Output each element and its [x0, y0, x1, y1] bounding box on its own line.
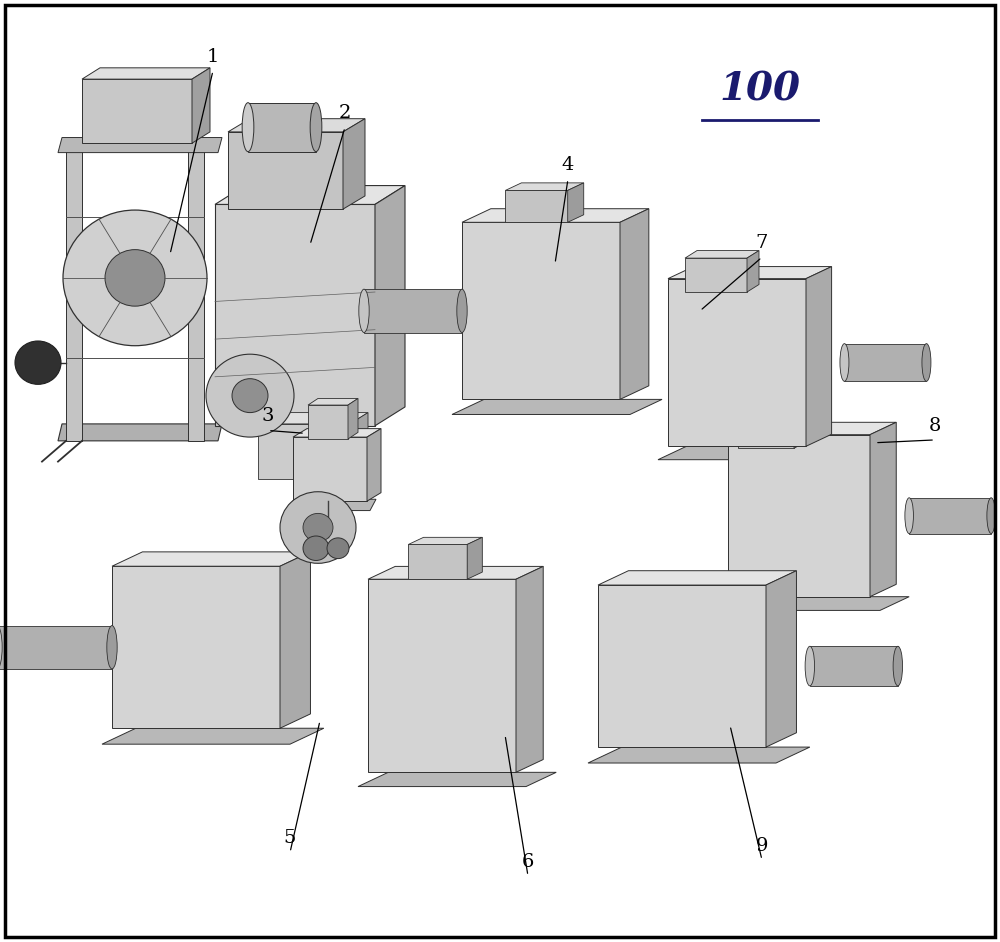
Polygon shape: [620, 209, 649, 399]
Circle shape: [280, 492, 356, 563]
Polygon shape: [192, 68, 210, 143]
Circle shape: [105, 250, 165, 306]
Circle shape: [232, 379, 268, 413]
Polygon shape: [870, 422, 896, 596]
Polygon shape: [66, 141, 82, 441]
Text: 9: 9: [756, 836, 768, 855]
Polygon shape: [747, 251, 759, 292]
Circle shape: [303, 513, 333, 542]
Polygon shape: [112, 566, 280, 728]
Polygon shape: [350, 413, 368, 479]
Ellipse shape: [987, 497, 995, 533]
Polygon shape: [467, 537, 482, 579]
Text: 2: 2: [339, 104, 351, 122]
Polygon shape: [598, 585, 766, 747]
Polygon shape: [668, 267, 832, 279]
Polygon shape: [343, 119, 365, 209]
Polygon shape: [738, 414, 794, 448]
Polygon shape: [658, 447, 844, 460]
Polygon shape: [288, 499, 376, 511]
Polygon shape: [909, 497, 991, 533]
Polygon shape: [806, 267, 832, 447]
Polygon shape: [367, 429, 381, 501]
Ellipse shape: [242, 103, 254, 152]
Polygon shape: [766, 571, 796, 747]
Text: 8: 8: [929, 416, 941, 435]
Ellipse shape: [457, 289, 467, 333]
Ellipse shape: [0, 625, 2, 669]
Polygon shape: [308, 398, 358, 405]
Polygon shape: [728, 434, 870, 596]
Circle shape: [63, 210, 207, 346]
Polygon shape: [462, 222, 620, 399]
Polygon shape: [58, 424, 222, 441]
Polygon shape: [82, 79, 192, 143]
Polygon shape: [102, 728, 324, 744]
Polygon shape: [794, 408, 805, 448]
Polygon shape: [375, 186, 405, 426]
Polygon shape: [364, 289, 462, 333]
Polygon shape: [82, 68, 210, 79]
Polygon shape: [505, 183, 584, 190]
Polygon shape: [568, 183, 584, 222]
Ellipse shape: [310, 103, 322, 152]
Polygon shape: [258, 424, 350, 479]
Polygon shape: [668, 279, 806, 447]
Polygon shape: [112, 552, 310, 566]
Polygon shape: [228, 119, 365, 132]
Polygon shape: [516, 566, 543, 772]
Polygon shape: [58, 138, 222, 153]
Text: 4: 4: [562, 155, 574, 174]
Ellipse shape: [805, 646, 815, 686]
Polygon shape: [685, 251, 759, 258]
Polygon shape: [738, 408, 805, 414]
Polygon shape: [505, 190, 568, 222]
Polygon shape: [0, 625, 112, 669]
Polygon shape: [188, 141, 204, 441]
Polygon shape: [588, 747, 810, 763]
Polygon shape: [280, 552, 310, 728]
Circle shape: [206, 354, 294, 437]
Ellipse shape: [359, 289, 369, 333]
Polygon shape: [368, 566, 543, 579]
Ellipse shape: [893, 646, 903, 686]
Text: 7: 7: [756, 234, 768, 252]
Polygon shape: [293, 429, 381, 437]
Ellipse shape: [922, 344, 931, 382]
Ellipse shape: [107, 625, 117, 669]
Polygon shape: [408, 537, 482, 544]
Circle shape: [15, 341, 61, 384]
Polygon shape: [348, 398, 358, 439]
Ellipse shape: [905, 497, 913, 533]
Circle shape: [303, 536, 329, 560]
Polygon shape: [215, 204, 375, 426]
Polygon shape: [718, 596, 909, 610]
Polygon shape: [598, 571, 796, 585]
Polygon shape: [408, 544, 467, 579]
Ellipse shape: [840, 344, 849, 382]
Polygon shape: [844, 344, 926, 382]
Polygon shape: [215, 186, 405, 204]
Polygon shape: [368, 579, 516, 772]
Polygon shape: [248, 103, 316, 152]
Polygon shape: [728, 422, 896, 434]
Polygon shape: [228, 132, 343, 209]
Text: 5: 5: [284, 829, 296, 848]
Polygon shape: [685, 258, 747, 292]
Polygon shape: [452, 399, 662, 414]
Polygon shape: [810, 646, 898, 686]
Polygon shape: [293, 437, 367, 501]
Text: 6: 6: [522, 853, 534, 871]
Polygon shape: [308, 405, 348, 439]
Text: 100: 100: [720, 71, 800, 108]
Polygon shape: [358, 772, 556, 787]
Circle shape: [327, 538, 349, 559]
Polygon shape: [462, 209, 649, 222]
Text: 1: 1: [207, 47, 219, 66]
Text: 3: 3: [262, 407, 274, 426]
Polygon shape: [258, 413, 368, 424]
